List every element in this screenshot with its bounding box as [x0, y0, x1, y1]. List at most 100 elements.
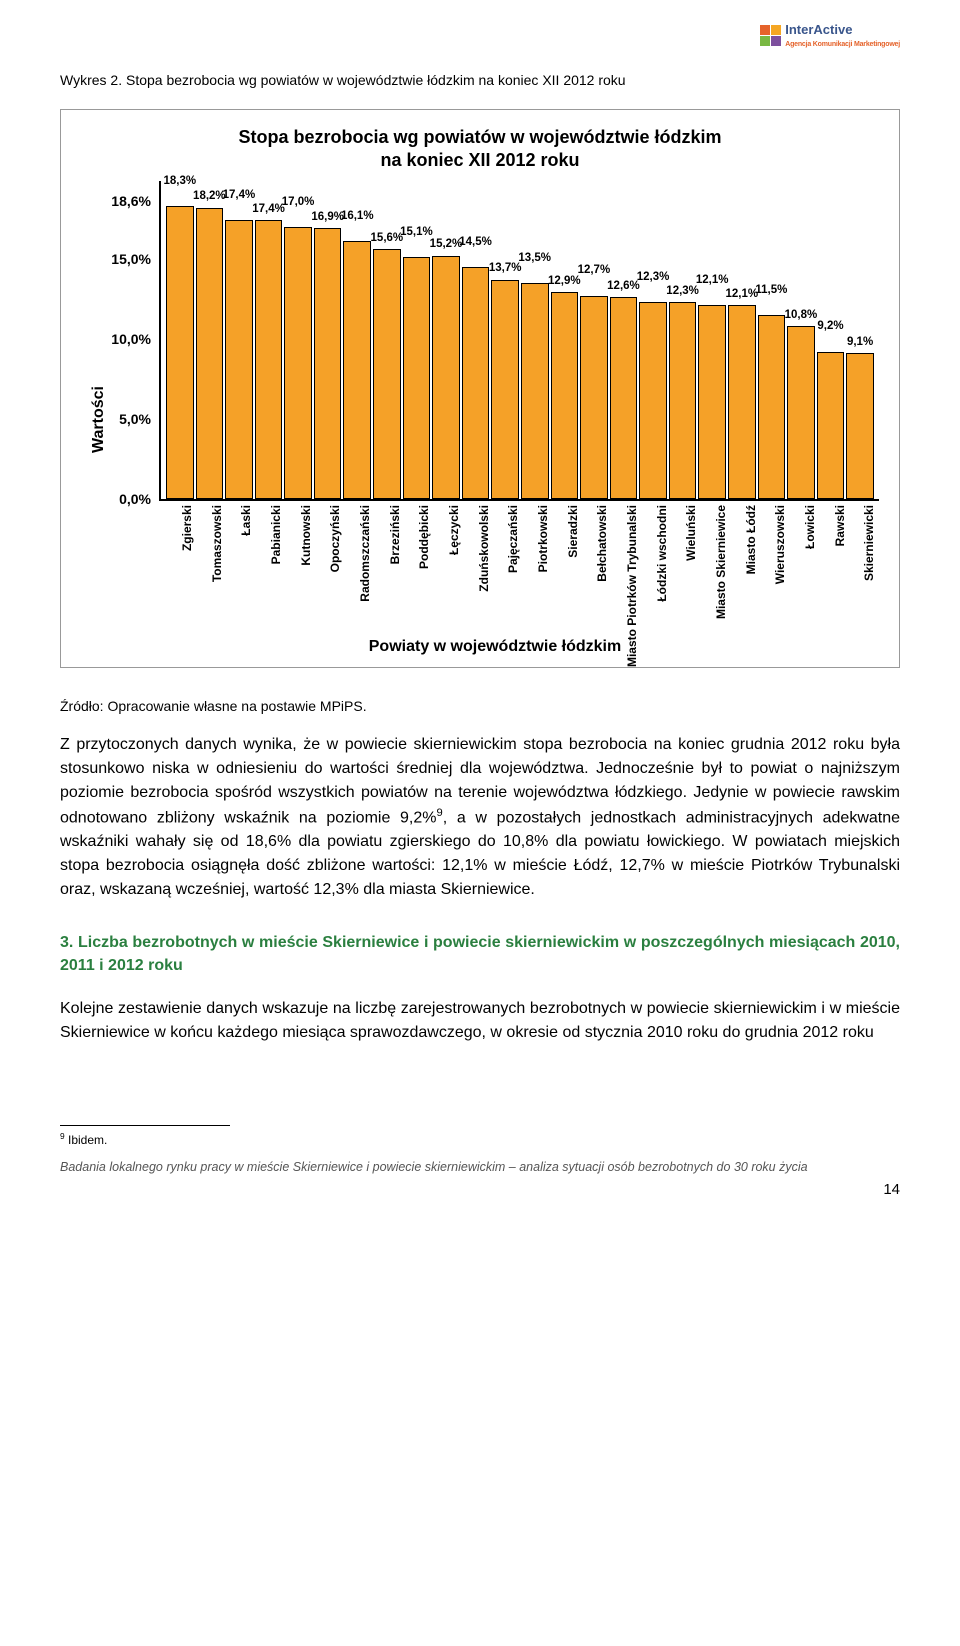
bar	[728, 305, 756, 499]
category-slot: Wieluński	[668, 501, 696, 631]
bar-value-label: 9,2%	[817, 318, 843, 335]
bar	[787, 326, 815, 499]
footer-line: Badania lokalnego rynku pracy w mieście …	[60, 1159, 900, 1175]
category-slot: Kutnowski	[283, 501, 311, 631]
bar	[580, 296, 608, 499]
logo-blocks	[760, 25, 781, 46]
bar	[166, 206, 194, 499]
category-slot: Opoczyński	[312, 501, 340, 631]
bar-value-label: 12,9%	[548, 273, 581, 290]
y-tick-label: 18,6%	[111, 191, 151, 212]
bar-value-label: 17,4%	[223, 187, 256, 204]
bar-value-label: 17,0%	[282, 194, 315, 211]
bar-slot: 16,9%	[314, 228, 342, 498]
bar	[551, 292, 579, 498]
category-slot: Miasto Skierniewice	[698, 501, 726, 631]
bar	[432, 256, 460, 499]
category-slot: Skierniewicki	[846, 501, 874, 631]
bar-slot: 16,1%	[343, 241, 371, 499]
bar-slot: 11,5%	[758, 315, 786, 499]
y-tick-label: 10,0%	[111, 329, 151, 350]
footnote-text: Ibidem.	[65, 1133, 108, 1147]
category-slot: Łódzki wschodni	[639, 501, 667, 631]
bar-slot: 18,3%	[166, 206, 194, 499]
y-axis-ticks: 18,6%15,0%10,0%5,0%0,0%	[111, 181, 159, 501]
category-slot: Radomszczański	[342, 501, 370, 631]
source-line: Źródło: Opracowanie własne na postawie M…	[60, 696, 900, 717]
bar	[610, 297, 638, 499]
logo: InterActive Agencja Komunikacji Marketin…	[760, 20, 900, 50]
bar-value-label: 16,9%	[311, 209, 344, 226]
bar-slot: 9,2%	[817, 352, 845, 499]
bar-slot: 10,8%	[787, 326, 815, 499]
logo-sub: Agencja Komunikacji Marketingowej	[785, 40, 900, 51]
bar-slot: 12,3%	[669, 302, 697, 499]
bar-slot: 12,1%	[728, 305, 756, 499]
bar-slot: 13,7%	[491, 280, 519, 499]
bar-slot: 17,4%	[225, 220, 253, 498]
bar-slot: 12,6%	[610, 297, 638, 499]
bar	[491, 280, 519, 499]
category-slot: Piotrkowski	[520, 501, 548, 631]
category-slot: Łaski	[223, 501, 251, 631]
y-area: 18,6%15,0%10,0%5,0%0,0% 18,3%18,2%17,4%1…	[111, 181, 879, 501]
bar	[373, 249, 401, 499]
category-slot: Łęczycki	[431, 501, 459, 631]
bar	[639, 302, 667, 499]
bar	[403, 257, 431, 499]
bar-slot: 18,2%	[196, 208, 224, 499]
bar-slot: 15,1%	[403, 257, 431, 499]
bar-value-label: 13,7%	[489, 260, 522, 277]
header-logo-row: InterActive Agencja Komunikacji Marketin…	[60, 20, 900, 50]
bar	[255, 220, 283, 498]
footnote-rule	[60, 1125, 230, 1126]
category-label: Skierniewicki	[860, 505, 878, 581]
bar-slot: 14,5%	[462, 267, 490, 499]
bar	[462, 267, 490, 499]
paragraph-2: Kolejne zestawienie danych wskazuje na l…	[60, 997, 900, 1045]
chart-container: Stopa bezrobocia wg powiatów w województ…	[60, 109, 900, 668]
category-slot: Tomaszowski	[194, 501, 222, 631]
bar-slot: 17,0%	[284, 227, 312, 499]
plot-outer: 18,6%15,0%10,0%5,0%0,0% 18,3%18,2%17,4%1…	[111, 181, 879, 659]
y-axis-label: Wartości	[81, 181, 111, 659]
bar-value-label: 15,1%	[400, 224, 433, 241]
bar-slot: 17,4%	[255, 220, 283, 498]
bar	[225, 220, 253, 498]
chart-body: Wartości 18,6%15,0%10,0%5,0%0,0% 18,3%18…	[81, 181, 879, 659]
logo-name: InterActive	[785, 20, 900, 40]
category-slot: Rawski	[817, 501, 845, 631]
chart-title-line1: Stopa bezrobocia wg powiatów w województ…	[238, 127, 721, 147]
bar-value-label: 12,1%	[696, 272, 729, 289]
bar	[521, 283, 549, 499]
bar	[698, 305, 726, 499]
bar-value-label: 12,3%	[666, 283, 699, 300]
section-3-title: 3. Liczba bezrobotnych w mieście Skierni…	[60, 932, 900, 977]
bar	[669, 302, 697, 499]
paragraph-1: Z przytoczonych danych wynika, że w powi…	[60, 733, 900, 902]
bar-slot: 12,7%	[580, 296, 608, 499]
bar-slot: 9,1%	[846, 353, 874, 499]
y-tick-label: 5,0%	[119, 409, 151, 430]
page-number: 14	[60, 1179, 900, 1202]
category-slot: Brzeziński	[372, 501, 400, 631]
bar-value-label: 12,7%	[578, 262, 611, 279]
category-slot: Pajęczański	[490, 501, 518, 631]
category-slot: Pabianicki	[253, 501, 281, 631]
bar-value-label: 9,1%	[847, 334, 873, 351]
bar-slot: 15,6%	[373, 249, 401, 499]
category-slot: Sieradzki	[550, 501, 578, 631]
category-slot: Miasto Piotrków Trybunalski	[609, 501, 637, 631]
category-slot: Wieruszowski	[757, 501, 785, 631]
category-slot: Bełchatowski	[579, 501, 607, 631]
category-slot: Zgierski	[164, 501, 192, 631]
footnote: 9 Ibidem.	[60, 1130, 900, 1149]
bar-value-label: 15,6%	[371, 230, 404, 247]
bar-value-label: 12,6%	[607, 278, 640, 295]
bar-value-label: 16,1%	[341, 208, 374, 225]
bar-slot: 12,1%	[698, 305, 726, 499]
y-tick-label: 15,0%	[111, 249, 151, 270]
bar-slot: 12,3%	[639, 302, 667, 499]
bar-value-label: 10,8%	[785, 307, 818, 324]
bar-value-label: 18,2%	[193, 188, 226, 205]
